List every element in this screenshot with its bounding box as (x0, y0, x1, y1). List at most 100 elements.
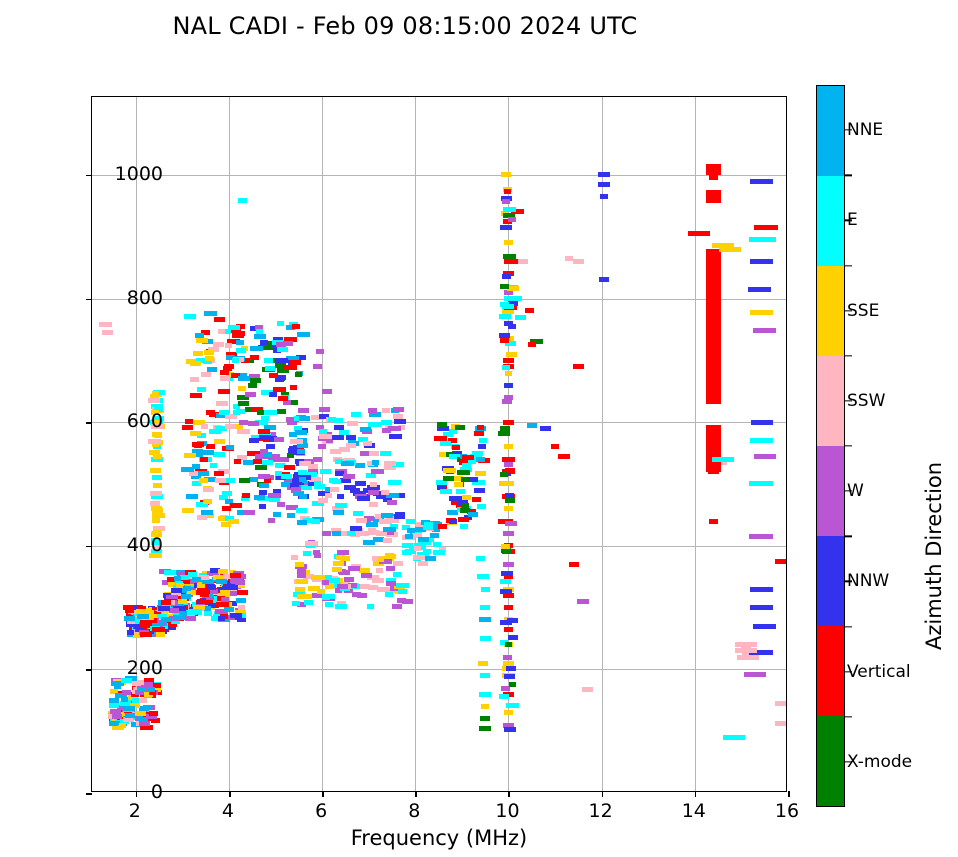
data-marker (481, 587, 490, 592)
data-marker (385, 592, 393, 597)
data-marker (751, 420, 773, 425)
data-marker (508, 324, 516, 329)
data-marker (119, 723, 126, 728)
data-marker (123, 706, 135, 711)
data-marker (452, 445, 460, 450)
y-axis-tick-label: 600 (103, 410, 163, 432)
data-marker (515, 315, 526, 320)
data-marker (297, 520, 307, 525)
data-marker (751, 534, 773, 539)
colorbar-segment-nnw (817, 536, 844, 626)
data-marker (461, 477, 470, 482)
data-marker (461, 503, 469, 508)
data-marker (171, 588, 183, 593)
data-marker (238, 198, 247, 203)
data-marker (188, 572, 197, 577)
data-marker (479, 726, 491, 731)
data-marker (480, 716, 490, 721)
data-marker (439, 452, 447, 457)
data-marker (369, 451, 378, 456)
data-marker (222, 491, 232, 496)
data-marker (332, 531, 341, 536)
data-marker (371, 469, 384, 474)
data-marker (394, 514, 405, 519)
data-marker (269, 392, 277, 397)
data-marker (504, 189, 511, 194)
data-marker (149, 711, 157, 716)
data-marker (230, 503, 242, 508)
data-marker (249, 438, 260, 443)
data-marker (423, 525, 433, 530)
data-marker (506, 666, 517, 671)
data-marker (242, 493, 249, 498)
data-marker (214, 471, 225, 476)
data-marker (382, 408, 390, 413)
data-marker (135, 711, 145, 716)
data-marker (290, 439, 302, 444)
data-marker (504, 240, 512, 245)
data-marker (291, 555, 298, 560)
colorbar-segment-vertical (817, 626, 844, 716)
data-marker (182, 425, 193, 430)
data-marker (756, 225, 778, 230)
colorbar-tick (845, 761, 852, 762)
data-marker (478, 444, 486, 449)
data-marker (259, 504, 266, 509)
data-marker (337, 494, 344, 499)
data-marker (186, 494, 198, 499)
data-marker (480, 673, 490, 678)
y-axis-tick (86, 299, 92, 301)
data-marker (449, 496, 462, 501)
data-marker (500, 426, 510, 431)
data-marker (360, 451, 369, 456)
data-marker (317, 589, 325, 594)
data-marker (318, 498, 328, 503)
data-marker (405, 534, 414, 539)
gridline-vertical (602, 97, 603, 791)
gridline-horizontal (92, 175, 786, 176)
data-marker (238, 605, 245, 610)
gridline-horizontal (92, 669, 786, 670)
data-marker (125, 608, 134, 613)
data-marker (387, 500, 396, 505)
data-marker (173, 615, 186, 620)
data-marker (152, 391, 160, 396)
data-canvas (92, 97, 786, 791)
data-marker (140, 725, 152, 730)
data-marker (151, 506, 163, 511)
data-marker (428, 556, 436, 561)
data-marker (259, 483, 269, 488)
data-marker (413, 555, 425, 560)
data-marker (468, 512, 478, 517)
data-marker (418, 537, 429, 542)
data-marker (236, 598, 245, 603)
data-marker (214, 439, 225, 444)
data-marker (744, 672, 766, 677)
data-marker (502, 365, 509, 370)
data-marker (297, 449, 304, 454)
data-marker (480, 636, 491, 641)
data-marker (706, 249, 721, 323)
data-marker (111, 721, 118, 726)
data-marker (283, 341, 293, 346)
data-marker (250, 378, 262, 383)
data-marker (366, 473, 376, 478)
data-marker (121, 697, 129, 702)
data-marker (499, 333, 510, 338)
data-marker (430, 533, 438, 538)
data-marker (735, 648, 757, 653)
data-marker (503, 531, 514, 536)
x-axis-label: Frequency (MHz) (91, 826, 787, 850)
colorbar-tick (845, 310, 852, 311)
data-marker (265, 410, 277, 415)
data-marker (382, 428, 390, 433)
data-marker (723, 735, 745, 740)
data-marker (751, 605, 773, 610)
y-axis-tick (86, 793, 92, 795)
data-marker (112, 714, 123, 719)
data-marker (368, 490, 379, 495)
data-marker (379, 519, 392, 524)
data-marker (137, 687, 146, 692)
data-marker (706, 190, 721, 202)
data-marker (366, 522, 378, 527)
